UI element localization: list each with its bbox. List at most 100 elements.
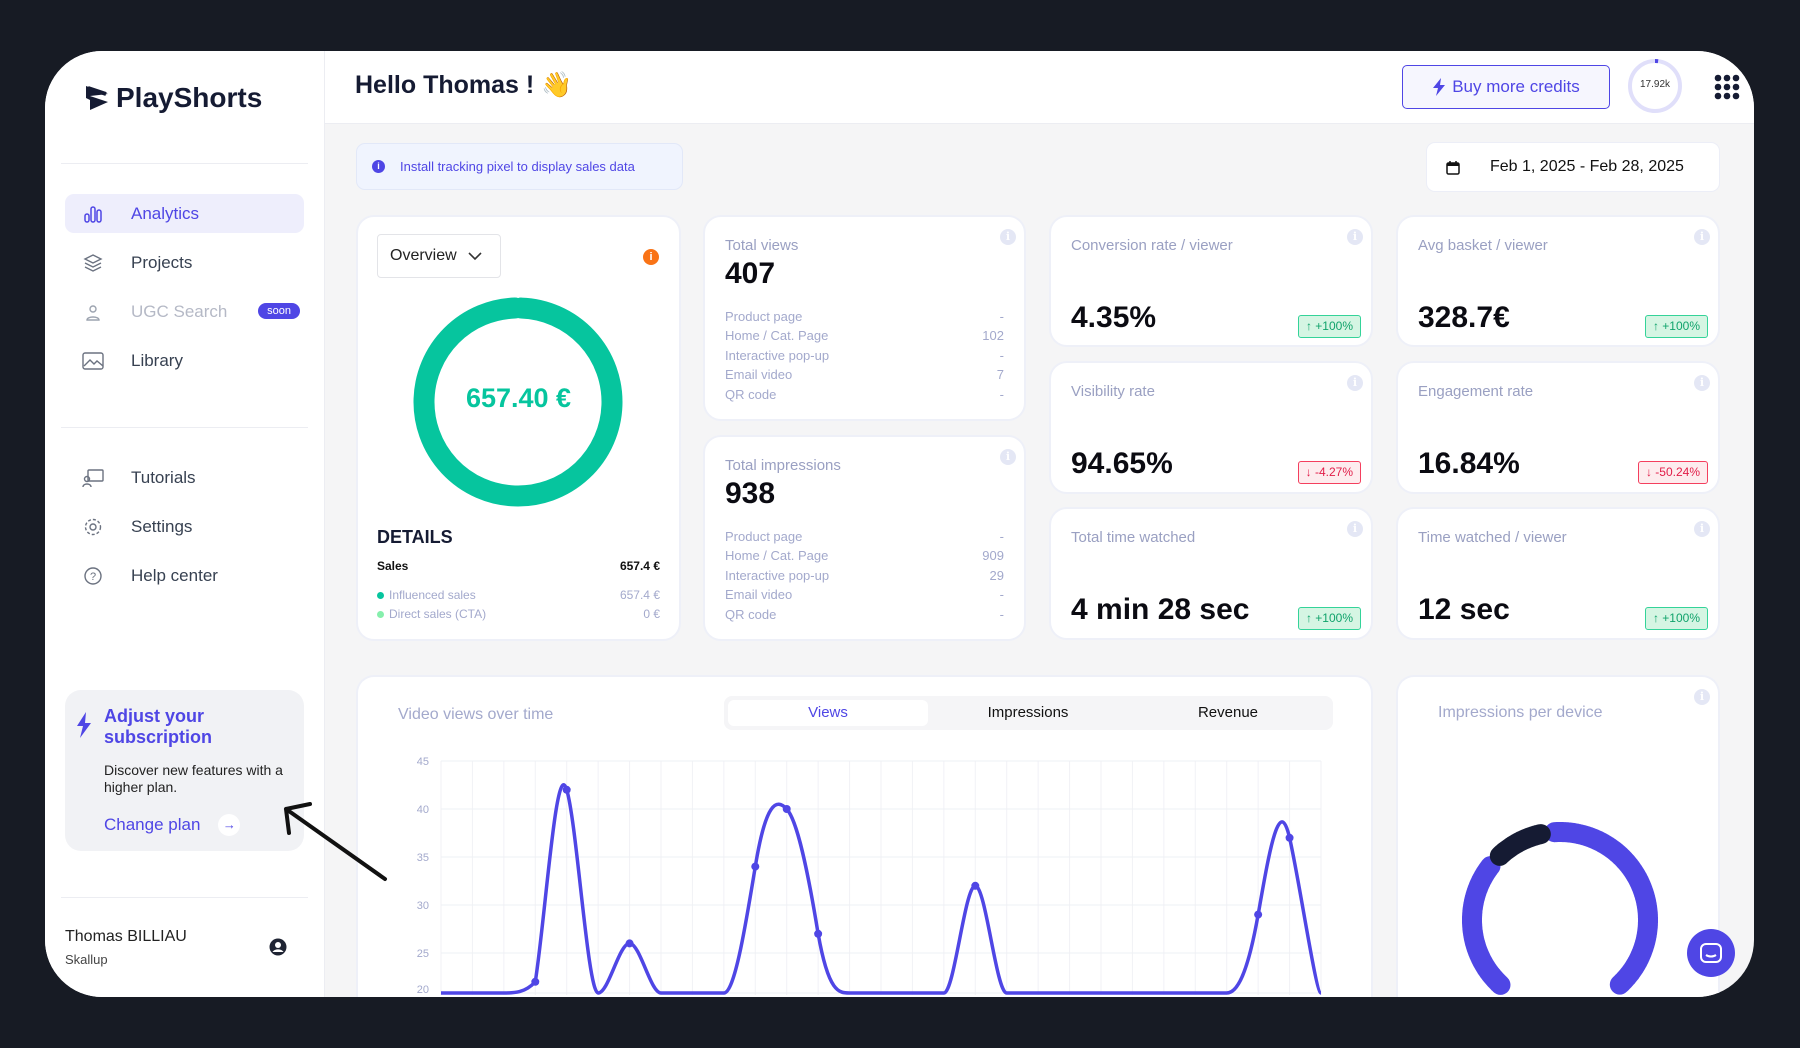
info-icon[interactable]: i xyxy=(1694,375,1710,391)
upgrade-title: Adjust your subscription xyxy=(104,706,213,747)
metric-card: i Engagement rate 16.84% ↓ -50.24% xyxy=(1396,361,1720,494)
apps-grid-icon[interactable] xyxy=(1714,74,1740,100)
info-icon[interactable]: i xyxy=(1694,521,1710,537)
lightning-icon xyxy=(1433,78,1446,96)
row-label: Home / Cat. Page xyxy=(725,328,829,343)
metric-card: i Visibility rate 94.65% ↓ -4.27% xyxy=(1049,361,1373,494)
metric-label: Visibility rate xyxy=(1071,383,1155,400)
sidebar-item-library[interactable]: Library xyxy=(65,341,304,380)
sidebar-item-label: UGC Search xyxy=(131,301,228,321)
chat-button[interactable] xyxy=(1687,929,1735,977)
user-search-icon xyxy=(82,301,104,323)
sales-row: Sales 657.4 € xyxy=(377,559,660,573)
user-account-icon[interactable] xyxy=(269,938,287,956)
data-point xyxy=(562,785,571,794)
buy-credits-button[interactable]: Buy more credits xyxy=(1402,65,1610,109)
info-icon[interactable]: i xyxy=(1347,521,1363,537)
legend-dot xyxy=(377,611,384,618)
y-tick-label: 20 xyxy=(417,984,429,996)
data-point xyxy=(531,977,540,986)
sidebar-item-analytics[interactable]: Analytics xyxy=(65,194,304,233)
metric-value: 94.65% xyxy=(1071,447,1173,480)
y-tick-label: 35 xyxy=(417,852,429,864)
info-icon[interactable]: i xyxy=(1000,449,1016,465)
total-views-card: i Total views 407 Product page - Home / C… xyxy=(703,215,1026,421)
sidebar-item-settings[interactable]: Settings xyxy=(65,507,304,546)
sidebar-item-tutorials[interactable]: Tutorials xyxy=(65,458,304,497)
chat-icon xyxy=(1700,943,1722,963)
sidebar-item-label: Projects xyxy=(131,252,193,272)
metric-card: i Total time watched 4 min 28 sec ↑ +100… xyxy=(1049,507,1373,640)
delta-badge: ↑ +100% xyxy=(1297,607,1361,630)
tab-views[interactable]: Views xyxy=(728,700,928,726)
logo[interactable]: PlayShorts xyxy=(84,82,262,114)
y-tick-label: 30 xyxy=(417,900,429,912)
metric-label: Total time watched xyxy=(1071,529,1196,546)
data-point xyxy=(782,805,791,813)
row-label: Email video xyxy=(725,367,793,382)
sidebar-item-help-center[interactable]: ? Help center xyxy=(65,556,304,595)
info-icon[interactable]: i xyxy=(1694,229,1710,245)
metric-label: Total impressions xyxy=(725,457,841,474)
chevron-down-icon xyxy=(468,251,482,260)
views-series-line xyxy=(440,783,1323,995)
row-label: Home / Cat. Page xyxy=(725,548,829,563)
change-plan-link[interactable]: Change plan → xyxy=(104,814,241,836)
sales-total: 657.40 € xyxy=(465,383,572,413)
data-point xyxy=(971,881,980,890)
breakdown-row: Email video 7 xyxy=(725,367,1004,382)
info-icon[interactable]: i xyxy=(1694,689,1710,705)
credits-progress-ring xyxy=(1628,59,1682,113)
metric-label: Engagement rate xyxy=(1418,383,1534,400)
delta-value: +100% xyxy=(1315,319,1353,333)
row-label: Influenced sales xyxy=(389,588,476,602)
info-icon[interactable]: i xyxy=(1347,375,1363,391)
info-icon[interactable]: i xyxy=(643,249,659,265)
credits-value: 17.92k xyxy=(1639,79,1671,90)
breakdown-row: Home / Cat. Page 909 xyxy=(725,548,1004,563)
metric-value: 407 xyxy=(725,257,776,290)
tracking-pixel-banner[interactable]: i Install tracking pixel to display sale… xyxy=(356,143,683,190)
sidebar-item-label: Library xyxy=(131,350,183,370)
row-value: 909 xyxy=(982,548,1004,563)
metric-value: 4 min 28 sec xyxy=(1071,593,1250,626)
svg-text:?: ? xyxy=(90,571,96,583)
tab-revenue[interactable]: Revenue xyxy=(1197,704,1259,721)
layers-icon xyxy=(82,252,104,274)
y-tick-label: 25 xyxy=(417,948,429,960)
date-range-picker[interactable]: Feb 1, 2025 - Feb 28, 2025 xyxy=(1426,142,1720,192)
info-icon[interactable]: i xyxy=(1000,229,1016,245)
row-value: 657.4 € xyxy=(619,588,660,602)
breakdown-row: Product page - xyxy=(725,309,1004,324)
image-icon xyxy=(82,350,104,372)
tab-impressions[interactable]: Impressions xyxy=(987,704,1069,721)
row-label: Product page xyxy=(725,529,803,544)
brand-name: PlayShorts xyxy=(116,82,263,113)
info-icon[interactable]: i xyxy=(1347,229,1363,245)
sales-value: 657.4 € xyxy=(619,559,660,573)
donut-segment xyxy=(1462,822,1658,995)
credits-ring[interactable]: 17.92k xyxy=(1627,58,1683,114)
delta-value: -50.24% xyxy=(1655,465,1700,479)
views-line-chart: 45 40 35 30 25 20 xyxy=(417,756,1323,996)
delta-value: -4.27% xyxy=(1314,465,1353,479)
sidebar-item-ugc-search[interactable]: UGC Search soon xyxy=(65,292,304,331)
delta-badge: ↓ -50.24% xyxy=(1637,461,1708,484)
buy-credits-label: Buy more credits xyxy=(1452,77,1580,96)
sidebar-item-projects[interactable]: Projects xyxy=(65,243,304,282)
metric-value: 938 xyxy=(725,477,776,510)
breakdown-row: Home / Cat. Page 102 xyxy=(725,328,1004,343)
metric-label: Total views xyxy=(725,237,799,254)
chart-tabs: Views Impressions Revenue xyxy=(724,696,1333,730)
calendar-icon xyxy=(1446,160,1460,175)
breakdown-row: Interactive pop-up - xyxy=(725,348,1004,363)
user-name: Thomas BILLIAU xyxy=(65,928,187,945)
device-donut-chart xyxy=(1462,822,1658,995)
metric-value: 16.84% xyxy=(1418,447,1520,480)
row-value: - xyxy=(999,587,1004,602)
page-title: Hello Thomas ! 👋 xyxy=(355,71,573,99)
overview-select[interactable]: Overview xyxy=(377,234,501,278)
overview-select-value: Overview xyxy=(390,247,457,264)
delta-value: +100% xyxy=(1315,611,1353,625)
data-point xyxy=(1254,910,1263,919)
